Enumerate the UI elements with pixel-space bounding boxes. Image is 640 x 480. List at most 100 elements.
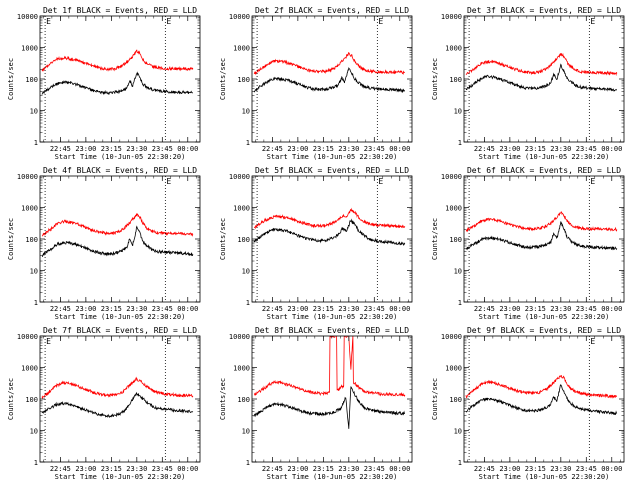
x-tick-label: 00:00 (177, 305, 198, 313)
y-tick-label: 10000 (229, 173, 250, 181)
y-tick-label: 10 (30, 108, 38, 116)
x-tick-label: 23:00 (287, 465, 308, 473)
y-tick-label: 1 (246, 139, 250, 147)
y-tick-label: 10 (242, 428, 250, 436)
detector-panel-2: Det 2f BLACK = Events, RED = LLD E 1 10 100 1… (219, 6, 413, 161)
y-axis-label: Counts/sec (219, 378, 227, 420)
series-line-lld (253, 207, 406, 230)
y-tick-label: 100 (237, 396, 250, 404)
y-tick-label: 10 (30, 268, 38, 276)
series-line-events (253, 218, 406, 246)
series-line-lld (254, 336, 406, 398)
x-tick-label: 00:00 (389, 465, 410, 473)
panel-title: Det 7f BLACK = Events, RED = LLD (43, 326, 197, 335)
x-tick-label: 00:00 (601, 305, 622, 313)
x-tick-label: 23:45 (364, 465, 385, 473)
x-tick-label: 23:45 (576, 145, 597, 153)
y-tick-label: 1000 (233, 365, 250, 373)
x-tick-label: 23:00 (75, 465, 96, 473)
x-tick-label: 22:45 (50, 465, 71, 473)
y-tick-label: 1000 (21, 365, 38, 373)
x-tick-label: 23:15 (525, 465, 546, 473)
x-tick-label: 23:30 (338, 465, 359, 473)
x-tick-label: 23:30 (338, 145, 359, 153)
series-line-lld (253, 52, 405, 76)
x-axis-label: Start Time (10-Jun-05 22:30:20) (267, 313, 398, 321)
panel-title: Det 9f BLACK = Events, RED = LLD (467, 326, 621, 335)
x-tick-label: 22:45 (50, 305, 71, 313)
x-tick-label: 23:15 (313, 305, 334, 313)
event-marker-label: E (46, 337, 51, 346)
x-tick-label: 23:30 (126, 465, 147, 473)
y-tick-label: 1000 (445, 365, 462, 373)
y-tick-label: 1000 (21, 205, 38, 213)
y-tick-label: 10000 (441, 173, 462, 181)
x-tick-label: 23:45 (576, 305, 597, 313)
x-tick-label: 23:00 (499, 465, 520, 473)
x-tick-label: 00:00 (177, 145, 198, 153)
x-tick-label: 23:00 (75, 305, 96, 313)
x-tick-label: 00:00 (601, 465, 622, 473)
series-line-events (253, 67, 406, 93)
x-tick-label: 23:15 (101, 465, 122, 473)
series-line-events (465, 63, 618, 92)
x-tick-label: 23:45 (364, 305, 385, 313)
x-tick-label: 23:15 (313, 145, 334, 153)
x-tick-label: 22:45 (262, 145, 283, 153)
x-tick-label: 23:00 (287, 145, 308, 153)
x-tick-label: 22:45 (474, 465, 495, 473)
x-axis-label: Start Time (10-Jun-05 22:30:20) (479, 313, 610, 321)
detector-panel-6: Det 6f BLACK = Events, RED = LLD E 1 10 100 1… (431, 166, 625, 321)
x-tick-label: 23:15 (101, 305, 122, 313)
y-tick-label: 1000 (233, 205, 250, 213)
detector-panel-7: Det 7f BLACK = Events, RED = LLD E E 1 10 100… (7, 326, 201, 480)
series-line-events (465, 384, 618, 416)
event-marker-label: E (590, 177, 595, 186)
x-tick-label: 23:00 (287, 305, 308, 313)
x-tick-label: 23:30 (338, 305, 359, 313)
detector-panel-8: Det 8f BLACK = Events, RED = LLD 1 10 100 10… (219, 326, 413, 480)
x-tick-label: 23:45 (576, 465, 597, 473)
x-tick-label: 23:15 (525, 145, 546, 153)
y-tick-label: 1000 (21, 45, 38, 53)
detector-panel-9: Det 9f BLACK = Events, RED = LLD E 1 10 100 1… (431, 326, 625, 480)
y-tick-label: 100 (449, 76, 462, 84)
panel-title: Det 4f BLACK = Events, RED = LLD (43, 166, 197, 175)
event-marker-label: E (378, 17, 383, 26)
x-tick-label: 22:45 (474, 305, 495, 313)
y-axis-label: Counts/sec (431, 218, 439, 260)
detector-panel-5: Det 5f BLACK = Events, RED = LLD E 1 10 100 1… (219, 166, 413, 321)
y-axis-label: Counts/sec (431, 58, 439, 100)
x-tick-label: 23:45 (364, 145, 385, 153)
axes-frame (39, 335, 201, 463)
x-tick-label: 23:30 (550, 145, 571, 153)
y-tick-label: 1 (34, 139, 38, 147)
series-line-events (253, 386, 405, 429)
x-axis-label: Start Time (10-Jun-05 22:30:20) (55, 473, 186, 480)
y-tick-label: 10 (242, 108, 250, 116)
x-tick-label: 23:30 (550, 305, 571, 313)
series-line-lld (41, 213, 194, 237)
y-tick-label: 10000 (229, 13, 250, 21)
panel-title: Det 6f BLACK = Events, RED = LLD (467, 166, 621, 175)
series-line-events (41, 225, 194, 257)
x-axis-label: Start Time (10-Jun-05 22:30:20) (267, 153, 398, 161)
x-tick-label: 23:30 (126, 145, 147, 153)
y-tick-label: 10000 (17, 173, 38, 181)
y-tick-label: 10 (454, 268, 462, 276)
x-tick-label: 23:45 (152, 145, 173, 153)
y-tick-label: 10 (242, 268, 250, 276)
x-axis-label: Start Time (10-Jun-05 22:30:20) (55, 313, 186, 321)
y-tick-label: 10 (454, 108, 462, 116)
y-tick-label: 1 (458, 459, 462, 467)
x-tick-label: 23:00 (499, 145, 520, 153)
y-axis-label: Counts/sec (219, 58, 227, 100)
series-line-lld (41, 376, 194, 400)
panel-title: Det 8f BLACK = Events, RED = LLD (255, 326, 409, 335)
y-tick-label: 1 (246, 459, 250, 467)
y-tick-label: 100 (237, 76, 250, 84)
x-tick-label: 00:00 (389, 305, 410, 313)
y-tick-label: 100 (25, 76, 38, 84)
y-tick-label: 1 (458, 299, 462, 307)
y-axis-label: Counts/sec (7, 378, 15, 420)
